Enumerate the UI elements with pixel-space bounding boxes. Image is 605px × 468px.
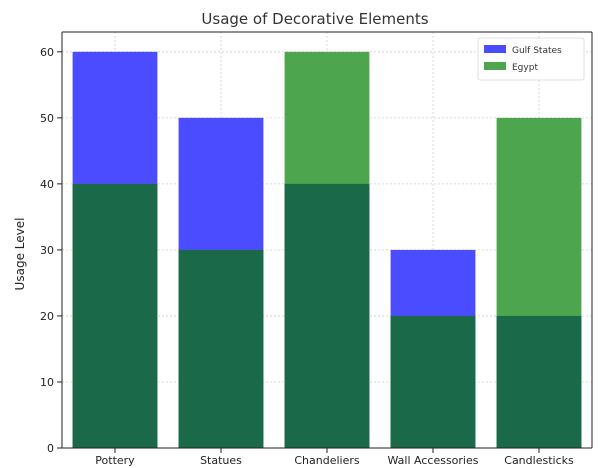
- bar-overlap-2: [284, 183, 370, 448]
- legend-label-0: Gulf States: [512, 46, 562, 56]
- bar-overlap-4: [496, 315, 582, 448]
- legend-swatch-1: [484, 62, 506, 70]
- x-tick-label-2: Chandeliers: [294, 454, 360, 467]
- x-tick-label-3: Wall Accessories: [388, 454, 479, 467]
- y-tick-label-5: 50: [40, 112, 54, 125]
- bar-overlap-1: [178, 249, 264, 448]
- y-ticks: 0 10 20 30 40 50 60: [40, 46, 62, 455]
- x-tick-label-0: Pottery: [95, 454, 135, 467]
- y-tick-label-4: 40: [40, 178, 54, 191]
- chart-title: Usage of Decorative Elements: [201, 10, 428, 28]
- legend-box: [477, 37, 585, 81]
- y-tick-label-0: 0: [47, 442, 54, 455]
- legend-swatch-0: [484, 45, 506, 53]
- x-ticks: Pottery Statues Chandeliers Wall Accessorie…: [95, 448, 574, 467]
- legend-label-1: Egypt: [512, 63, 538, 73]
- x-tick-label-1: Statues: [200, 454, 242, 467]
- bars: [72, 51, 582, 449]
- y-tick-label-6: 60: [40, 46, 54, 59]
- y-tick-label-2: 20: [40, 310, 54, 323]
- y-tick-label-3: 30: [40, 244, 54, 257]
- bar-overlap-3: [390, 315, 476, 448]
- y-axis-label: Usage Level: [13, 218, 27, 291]
- x-tick-label-4: Candlesticks: [504, 454, 574, 467]
- y-tick-label-1: 10: [40, 376, 54, 389]
- legend: Gulf States Egypt: [477, 37, 585, 81]
- bar-overlap-0: [72, 183, 158, 448]
